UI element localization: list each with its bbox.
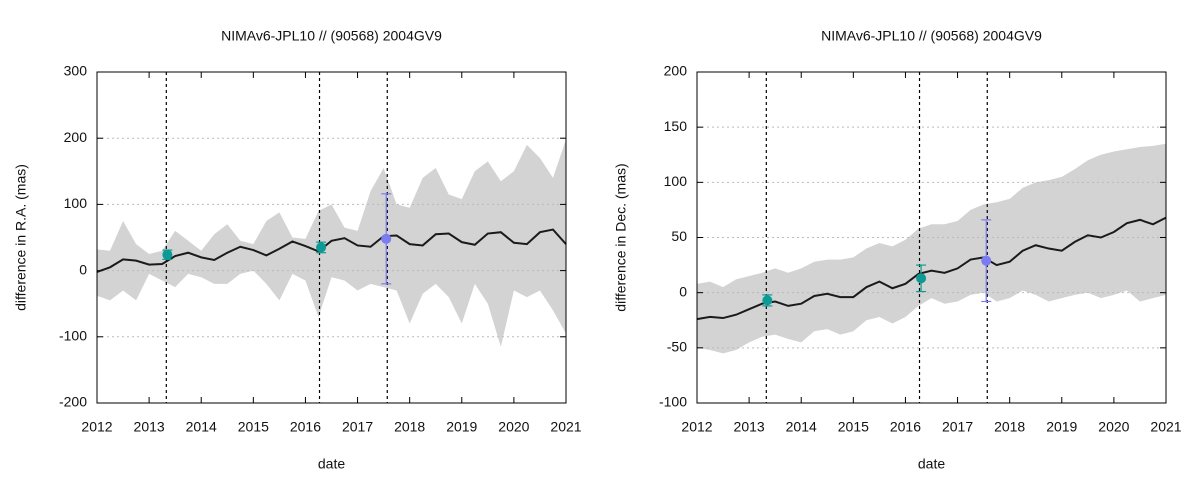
y-tick-label: 0 — [679, 283, 687, 299]
x-tick-label: 2013 — [134, 419, 165, 435]
y-tick-label: 100 — [664, 173, 688, 189]
x-tick-label: 2019 — [1046, 419, 1077, 435]
chart-title: NIMAv6-JPL10 // (90568) 2004GV9 — [821, 28, 1042, 44]
x-tick-label: 2017 — [942, 419, 973, 435]
x-tick-label: 2021 — [1150, 419, 1181, 435]
mean-line — [696, 216, 1167, 321]
observation-point — [762, 295, 773, 306]
y-axis-label: difference in R.A. (mas) — [13, 164, 29, 311]
x-tick-label: 2016 — [290, 419, 321, 435]
uncertainty-band — [97, 139, 566, 347]
y-tick-label: -50 — [667, 339, 687, 355]
observation-point — [316, 242, 327, 253]
x-tick-label: 2012 — [681, 419, 712, 435]
y-tick-label: -100 — [659, 394, 687, 410]
x-tick-label: 2017 — [342, 419, 373, 435]
observation-point — [381, 233, 392, 244]
y-tick-label: -200 — [59, 394, 87, 410]
x-tick-label: 2013 — [734, 419, 765, 435]
observation-point — [981, 255, 992, 266]
y-tick-label: 150 — [664, 118, 688, 134]
x-tick-label: 2018 — [394, 419, 425, 435]
x-tick-label: 2014 — [186, 419, 217, 435]
y-tick-label: 0 — [79, 261, 87, 277]
y-tick-label: 100 — [64, 195, 88, 211]
plot-frame — [96, 71, 567, 404]
y-tick-label: 300 — [64, 63, 88, 79]
chart-title: NIMAv6-JPL10 // (90568) 2004GV9 — [221, 28, 442, 44]
x-tick-label: 2015 — [238, 419, 269, 435]
x-axis-label: date — [918, 456, 945, 472]
x-tick-label: 2019 — [446, 419, 477, 435]
x-tick-label: 2016 — [890, 419, 921, 435]
y-tick-label: -100 — [59, 328, 87, 344]
x-tick-label: 2018 — [994, 419, 1025, 435]
y-tick-label: 200 — [64, 129, 88, 145]
y-tick-label: 50 — [671, 228, 687, 244]
y-tick-label: 200 — [664, 63, 688, 79]
x-tick-label: 2020 — [1098, 419, 1129, 435]
uncertainty-band — [697, 143, 1166, 354]
x-tick-label: 2014 — [786, 419, 817, 435]
observation-point — [916, 273, 927, 284]
mean-line — [96, 228, 567, 273]
x-tick-label: 2015 — [838, 419, 869, 435]
observation-point — [162, 249, 173, 260]
x-tick-label: 2012 — [81, 419, 112, 435]
x-tick-label: 2020 — [498, 419, 529, 435]
y-axis-label: difference in Dec. (mas) — [613, 163, 629, 311]
plot-frame — [696, 71, 1167, 404]
x-tick-label: 2021 — [550, 419, 581, 435]
x-axis-label: date — [318, 456, 345, 472]
